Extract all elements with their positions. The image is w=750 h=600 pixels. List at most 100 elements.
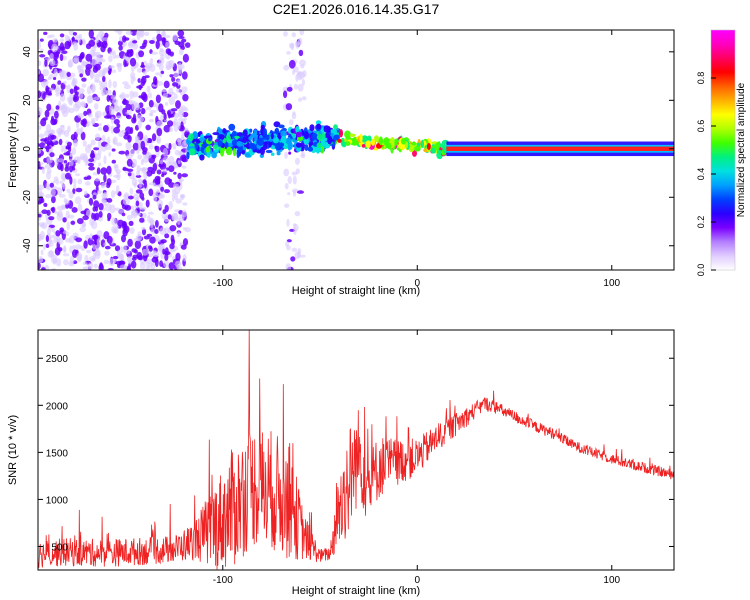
spectrogram-cell	[121, 234, 126, 243]
spectrogram-cell	[177, 172, 182, 180]
spectrogram-cell	[132, 40, 138, 44]
spectrogram-cell	[373, 135, 380, 143]
spectrogram-cell	[265, 134, 270, 141]
spectrogram-cell	[125, 30, 133, 36]
spectrogram-cell	[100, 182, 107, 188]
spectrogram-cell	[148, 143, 154, 150]
spectrogram-cell	[54, 110, 59, 119]
spectrogram-y-tick-label: -20	[22, 190, 33, 205]
spectrogram-cell	[155, 94, 161, 104]
spectrogram-cell	[114, 165, 119, 172]
spectrogram-cell	[182, 254, 187, 262]
spectrogram-cell	[129, 227, 135, 235]
spectrogram-cell	[113, 126, 120, 134]
spectrogram-cell	[129, 57, 137, 67]
spectrogram-cell	[156, 33, 162, 42]
spectrogram-cell	[142, 147, 148, 153]
spectrogram-cell	[49, 53, 54, 59]
spectrogram-cell	[110, 125, 114, 134]
spectrogram-cell	[164, 247, 169, 255]
spectrogram-cell	[78, 92, 84, 100]
spectrogram-cell	[131, 177, 138, 187]
spectrogram-cell	[165, 34, 171, 39]
spectrogram-cell	[121, 212, 126, 217]
spectrogram-cell	[122, 35, 127, 43]
spectrogram-cell	[316, 142, 322, 149]
spectrogram-cell	[77, 178, 83, 185]
spectrogram-cell	[49, 182, 54, 188]
spectrogram-cell	[88, 158, 95, 163]
spectrogram-cell	[135, 200, 140, 207]
spectrogram-cell	[181, 173, 188, 178]
spectrogram-cell	[114, 55, 120, 59]
spectrogram-cell	[81, 77, 87, 82]
spectrogram-cell	[129, 149, 135, 157]
spectrogram-cell	[326, 125, 331, 133]
spectrogram-cell	[60, 145, 64, 153]
spectrogram-cell	[82, 266, 87, 270]
spectrogram-cell	[91, 212, 95, 220]
spectrogram-cell	[131, 257, 137, 261]
spectrogram-cell	[43, 203, 48, 207]
spectrogram-cell	[72, 32, 77, 36]
spectrogram-cell	[283, 31, 288, 37]
spectrogram-cell	[383, 137, 390, 146]
spectrogram-cell	[45, 243, 50, 248]
spectrogram-cell	[292, 175, 297, 185]
spectrogram-cell	[222, 128, 227, 134]
spectrogram-cell	[162, 157, 169, 162]
spectrogram-cell	[64, 199, 70, 205]
spectrogram-cell	[244, 152, 251, 158]
spectrogram-cell	[117, 40, 123, 46]
spectrogram-cell	[272, 137, 279, 144]
spectrogram-cell	[84, 181, 91, 186]
spectrogram-cell	[47, 92, 53, 96]
spectrogram-cell	[288, 59, 296, 69]
spectrogram-cell	[430, 147, 436, 154]
spectrogram-cell	[73, 96, 78, 101]
spectrogram-y-tick-label: 40	[22, 46, 33, 58]
spectrogram-cell	[80, 131, 86, 141]
spectrogram-cell	[289, 119, 294, 126]
spectrogram-cell	[117, 250, 121, 258]
spectrogram-cell	[290, 256, 296, 262]
spectrogram-cell	[97, 41, 104, 47]
spectrogram-cell	[293, 66, 299, 73]
spectrogram-cell	[114, 190, 119, 195]
spectrogram-cell	[50, 234, 57, 239]
spectrogram-cell	[124, 126, 132, 135]
spectrogram-cell	[345, 141, 351, 146]
spectrogram-cell	[159, 57, 165, 65]
spectrogram-cell	[171, 188, 176, 195]
spectrogram-cell	[38, 200, 42, 205]
spectrogram-cell	[45, 182, 50, 190]
spectrogram-cell	[172, 34, 178, 41]
spectrogram-cell	[59, 93, 66, 102]
spectrogram-cell	[225, 134, 231, 143]
spectrogram-cell	[83, 240, 88, 249]
spectrogram-cell	[49, 152, 55, 158]
spectrogram-cell	[164, 177, 171, 185]
spectrogram-cell	[134, 240, 142, 250]
spectrogram-cell	[59, 180, 64, 184]
spectrogram-cell	[102, 76, 106, 82]
spectrogram-cell	[92, 194, 97, 200]
spectrogram-cell	[70, 134, 76, 141]
spectrogram-cell	[265, 149, 273, 154]
spectrogram-cell	[94, 153, 102, 161]
spectrogram-cell	[53, 176, 59, 181]
spectrogram-cell	[148, 112, 153, 117]
spectrogram-cell	[122, 55, 130, 60]
spectrogram-cell	[103, 125, 109, 133]
spectrogram-cell	[83, 110, 88, 117]
snr-panel: -100 0 100 500 1000 1500 2000 2500 Height of s…	[7, 329, 675, 597]
spectrogram-cell	[162, 93, 168, 98]
spectrogram-cell	[176, 231, 181, 237]
spectrogram-cell	[112, 255, 119, 260]
spectrogram-cell	[268, 141, 272, 148]
spectrogram-cell	[426, 143, 431, 150]
spectrogram-cell	[150, 263, 156, 270]
spectrogram-region	[38, 30, 191, 270]
spectrogram-cell	[286, 245, 291, 251]
